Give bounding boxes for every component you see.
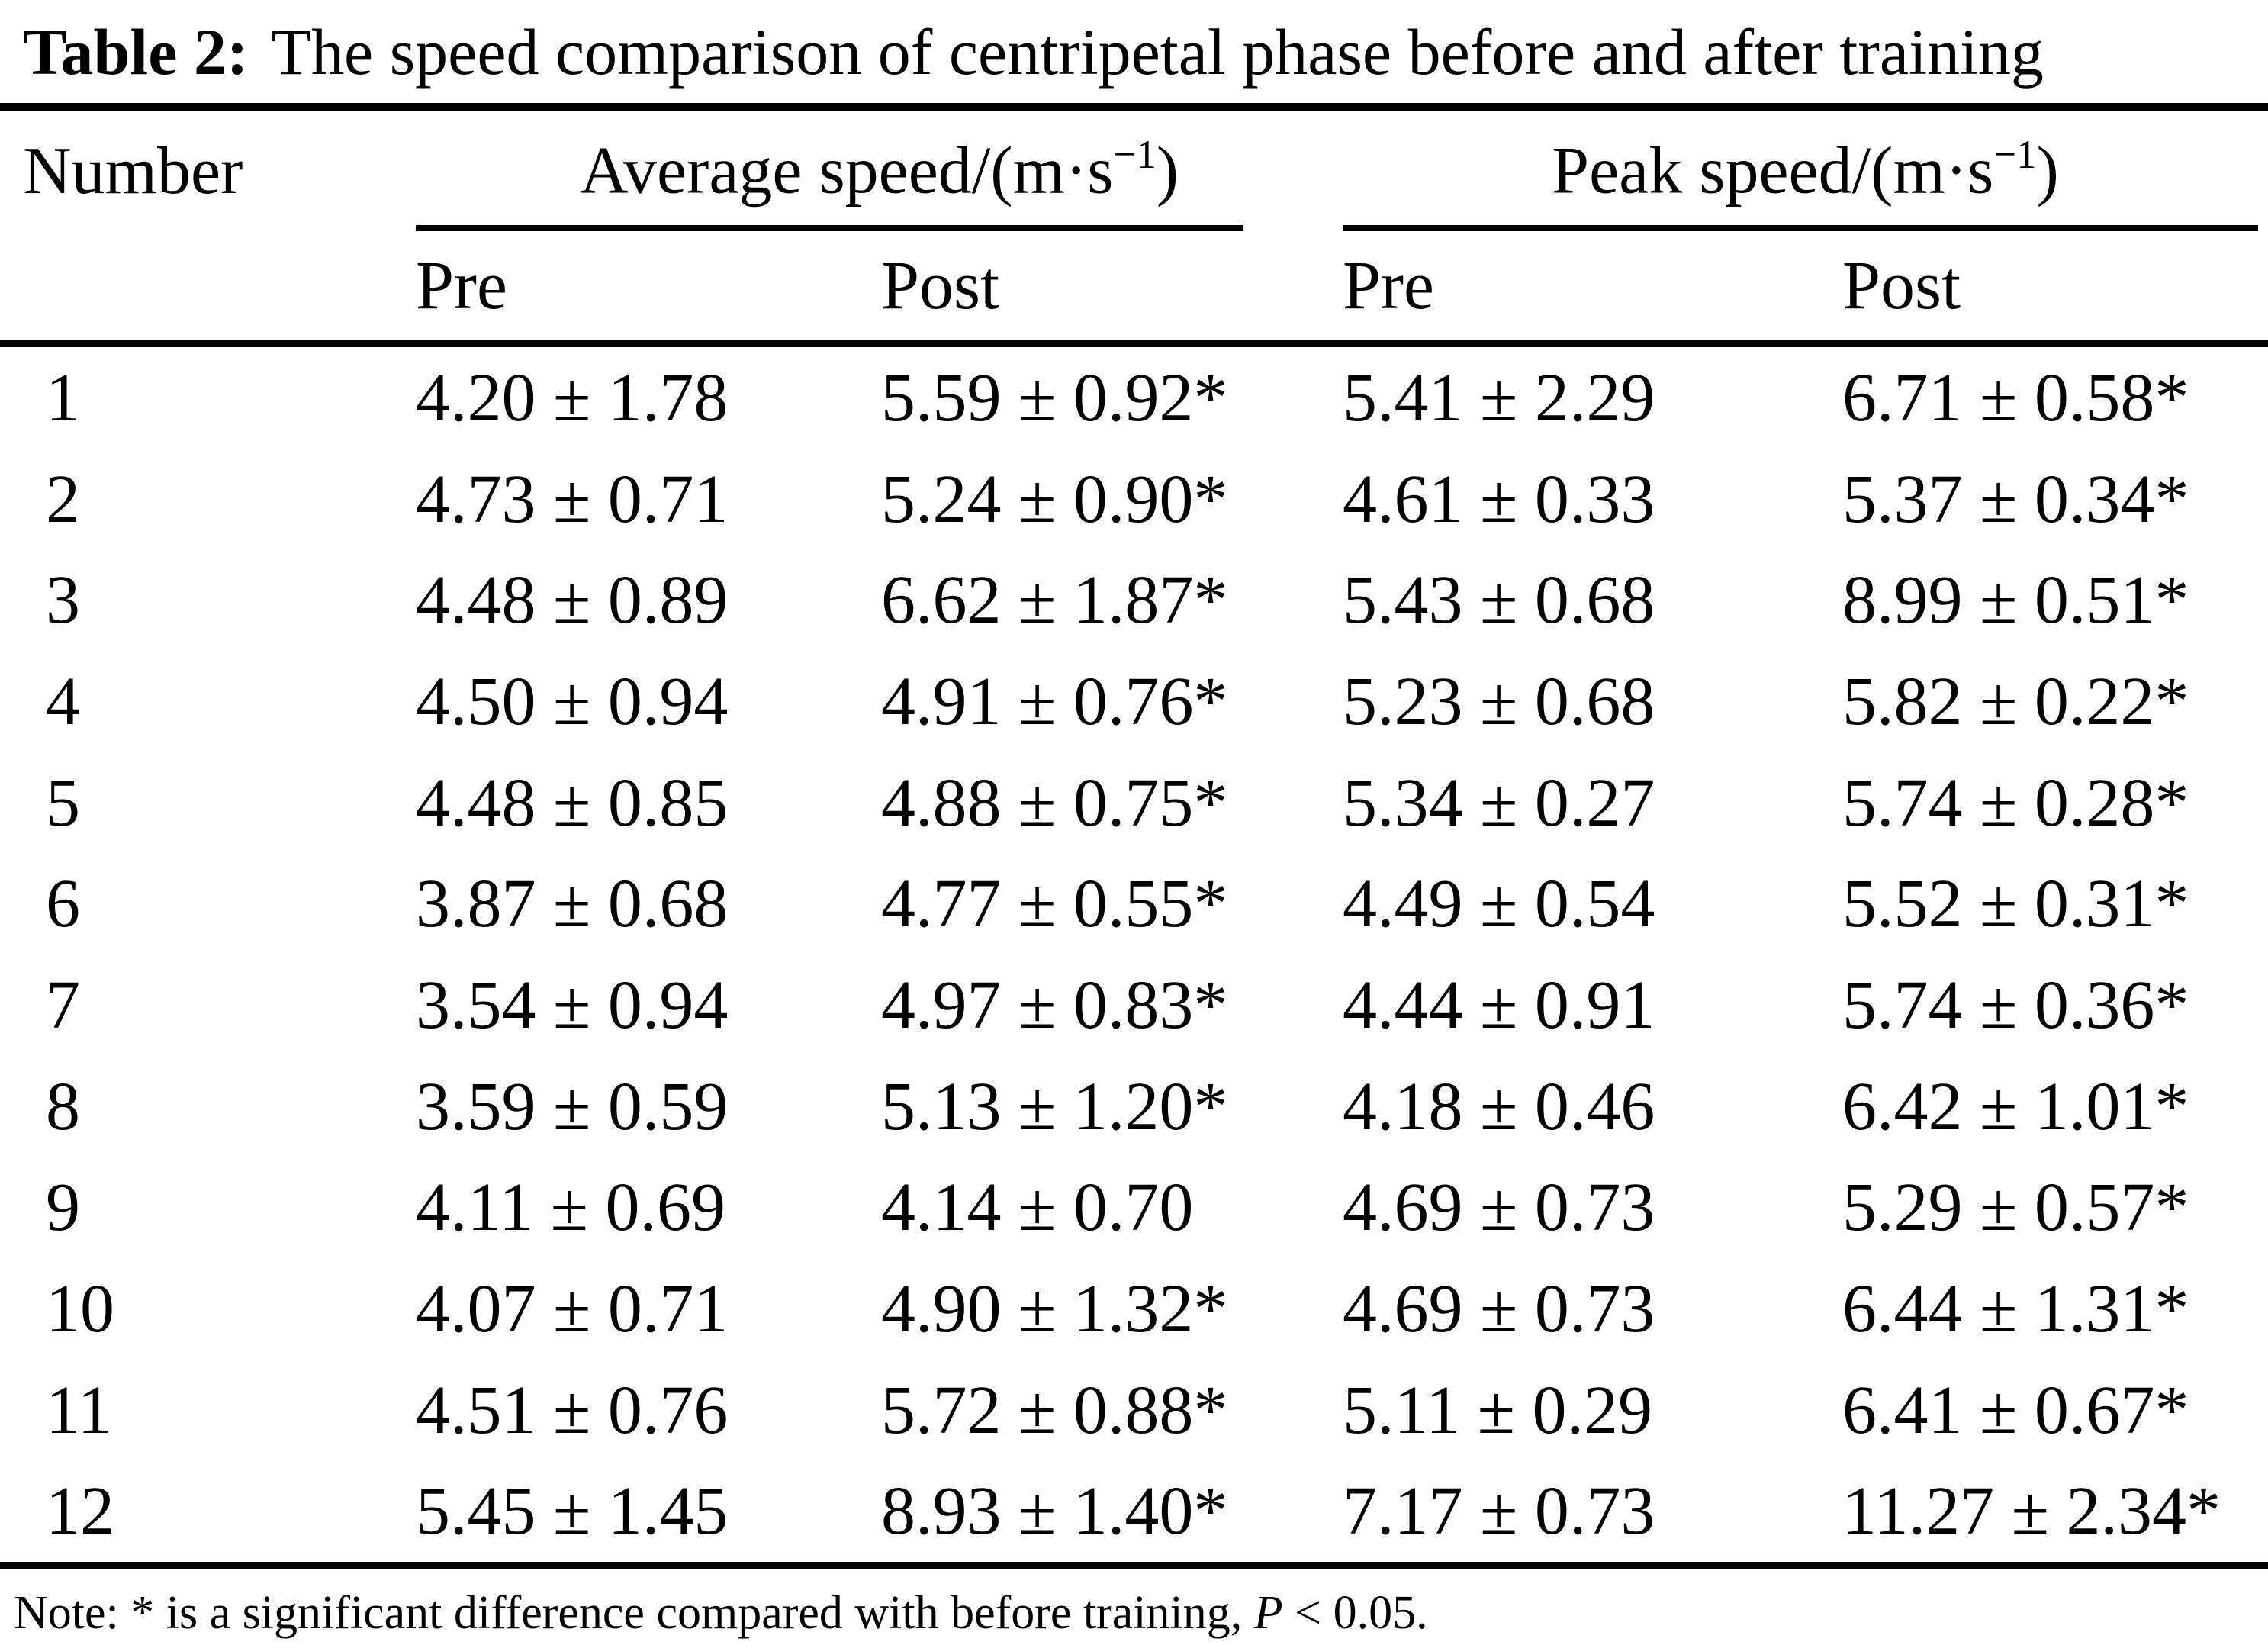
group-header-peak-speed: Peak speed/(m·s−1)	[1343, 111, 2268, 231]
cell-number: 2	[46, 461, 80, 537]
footnote-text: Note: * is a significant difference comp…	[14, 1587, 1254, 1640]
footnote-suffix: < 0.05.	[1282, 1587, 1428, 1640]
cell-avg-pre: 5.45 ± 1.45	[416, 1473, 729, 1550]
cell-number: 12	[46, 1473, 114, 1550]
cell-avg-post: 5.24 ± 0.90*	[881, 461, 1228, 537]
cell-number: 7	[46, 967, 80, 1043]
cell-peak-post: 5.29 ± 0.57*	[1842, 1170, 2189, 1246]
table-header: Number Average speed/(m·s−1) Peak speed/…	[0, 111, 2268, 340]
page-title: Table 2: The speed comparison of centrip…	[0, 0, 2268, 103]
cell-peak-pre: 4.69 ± 0.73	[1343, 1170, 1655, 1246]
cell-peak-post: 11.27 ± 2.34*	[1842, 1473, 2221, 1550]
cell-avg-post: 5.59 ± 0.92*	[881, 359, 1228, 436]
cell-avg-pre: 4.73 ± 0.71	[416, 461, 729, 537]
cell-peak-post: 5.52 ± 0.31*	[1842, 866, 2189, 942]
footnote: Note: * is a significant difference comp…	[0, 1569, 2268, 1640]
cell-number: 1	[46, 359, 80, 436]
cell-peak-pre: 5.11 ± 0.29	[1343, 1372, 1653, 1448]
cell-number: 4	[46, 663, 80, 739]
cell-number: 6	[46, 866, 80, 942]
cell-avg-pre: 4.20 ± 1.78	[416, 359, 729, 436]
cell-avg-pre: 3.54 ± 0.94	[416, 967, 729, 1043]
cell-peak-post: 6.44 ± 1.31*	[1842, 1271, 2189, 1347]
cell-peak-post: 5.74 ± 0.28*	[1842, 765, 2189, 841]
peak-unit-suffix: )	[2036, 134, 2059, 208]
peak-group-underline	[1343, 225, 2258, 231]
cell-avg-pre: 4.48 ± 0.89	[416, 562, 729, 639]
cell-peak-pre: 4.18 ± 0.46	[1343, 1068, 1655, 1144]
cell-avg-post: 6.62 ± 1.87*	[881, 562, 1228, 639]
bottom-rule	[0, 1562, 2268, 1570]
cell-avg-post: 4.97 ± 0.83*	[881, 967, 1228, 1043]
cell-peak-post: 5.37 ± 0.34*	[1842, 461, 2189, 537]
cell-peak-post: 5.74 ± 0.36*	[1842, 967, 2189, 1043]
cell-avg-pre: 4.07 ± 0.71	[416, 1271, 729, 1347]
table-body: 1 4.20 ± 1.78 5.59 ± 0.92* 5.41 ± 2.29 6…	[0, 347, 2268, 1562]
cell-peak-post: 5.82 ± 0.22*	[1842, 663, 2189, 739]
cell-avg-post: 4.14 ± 0.70	[881, 1170, 1194, 1246]
cell-peak-pre: 7.17 ± 0.73	[1343, 1473, 1655, 1550]
cell-avg-pre: 3.87 ± 0.68	[416, 866, 729, 942]
average-group-underline	[416, 225, 1243, 231]
cell-peak-pre: 4.69 ± 0.73	[1343, 1271, 1655, 1347]
cell-peak-pre: 4.61 ± 0.33	[1343, 461, 1655, 537]
cell-avg-pre: 4.11 ± 0.69	[416, 1170, 726, 1246]
cell-avg-post: 8.93 ± 1.40*	[881, 1473, 1228, 1550]
group-header-average-text: Average speed/(m·s−1)	[580, 132, 1179, 210]
cell-number: 5	[46, 765, 80, 841]
top-rule	[0, 103, 2268, 111]
cell-peak-pre: 4.44 ± 0.91	[1343, 967, 1655, 1043]
column-header-number: Number	[23, 134, 243, 208]
cell-avg-pre: 4.48 ± 0.85	[416, 765, 729, 841]
cell-peak-post: 6.41 ± 0.67*	[1842, 1372, 2189, 1448]
average-unit-suffix: )	[1156, 134, 1179, 208]
header-rule	[0, 340, 2268, 347]
cell-peak-pre: 5.34 ± 0.27	[1343, 765, 1655, 841]
cell-peak-pre: 5.43 ± 0.68	[1343, 562, 1655, 639]
cell-number: 8	[46, 1068, 80, 1144]
cell-avg-post: 5.72 ± 0.88*	[881, 1372, 1228, 1448]
cell-peak-pre: 4.49 ± 0.54	[1343, 866, 1655, 942]
cell-peak-pre: 5.41 ± 2.29	[1343, 359, 1655, 436]
cell-avg-pre: 3.59 ± 0.59	[416, 1068, 729, 1144]
cell-avg-post: 4.90 ± 1.32*	[881, 1271, 1228, 1347]
average-unit-exponent: −1	[1113, 133, 1157, 178]
subheader-peak-post: Post	[1842, 247, 1961, 324]
average-unit-prefix: Average speed/(m·s	[579, 134, 1114, 208]
cell-number: 10	[46, 1271, 114, 1347]
cell-avg-post: 4.77 ± 0.55*	[881, 866, 1228, 942]
cell-peak-post: 8.99 ± 0.51*	[1842, 562, 2189, 639]
peak-unit-prefix: Peak speed/(m·s	[1552, 134, 1994, 208]
table-number-label: Table 2:	[23, 14, 249, 89]
subheader-peak-pre: Pre	[1343, 247, 1434, 324]
cell-avg-pre: 4.50 ± 0.94	[416, 663, 729, 739]
peak-unit-exponent: −1	[1993, 133, 2037, 178]
subheader-average-pre: Pre	[416, 247, 507, 324]
cell-peak-post: 6.71 ± 0.58*	[1842, 359, 2189, 436]
cell-peak-post: 6.42 ± 1.01*	[1842, 1068, 2189, 1144]
cell-peak-pre: 5.23 ± 0.68	[1343, 663, 1655, 739]
group-header-average-speed: Average speed/(m·s−1)	[416, 111, 1343, 231]
footnote-p-symbol: P	[1253, 1587, 1283, 1640]
subheader-average-post: Post	[881, 247, 1000, 324]
cell-number: 9	[46, 1170, 80, 1246]
cell-avg-post: 4.88 ± 0.75*	[881, 765, 1228, 841]
cell-avg-post: 4.91 ± 0.76*	[881, 663, 1228, 739]
cell-avg-pre: 4.51 ± 0.76	[416, 1372, 729, 1448]
table-caption: The speed comparison of centripetal phas…	[271, 14, 2044, 89]
cell-number: 3	[46, 562, 80, 639]
group-header-peak-text: Peak speed/(m·s−1)	[1552, 132, 2059, 210]
cell-avg-post: 5.13 ± 1.20*	[881, 1068, 1228, 1144]
cell-number: 11	[46, 1372, 112, 1448]
